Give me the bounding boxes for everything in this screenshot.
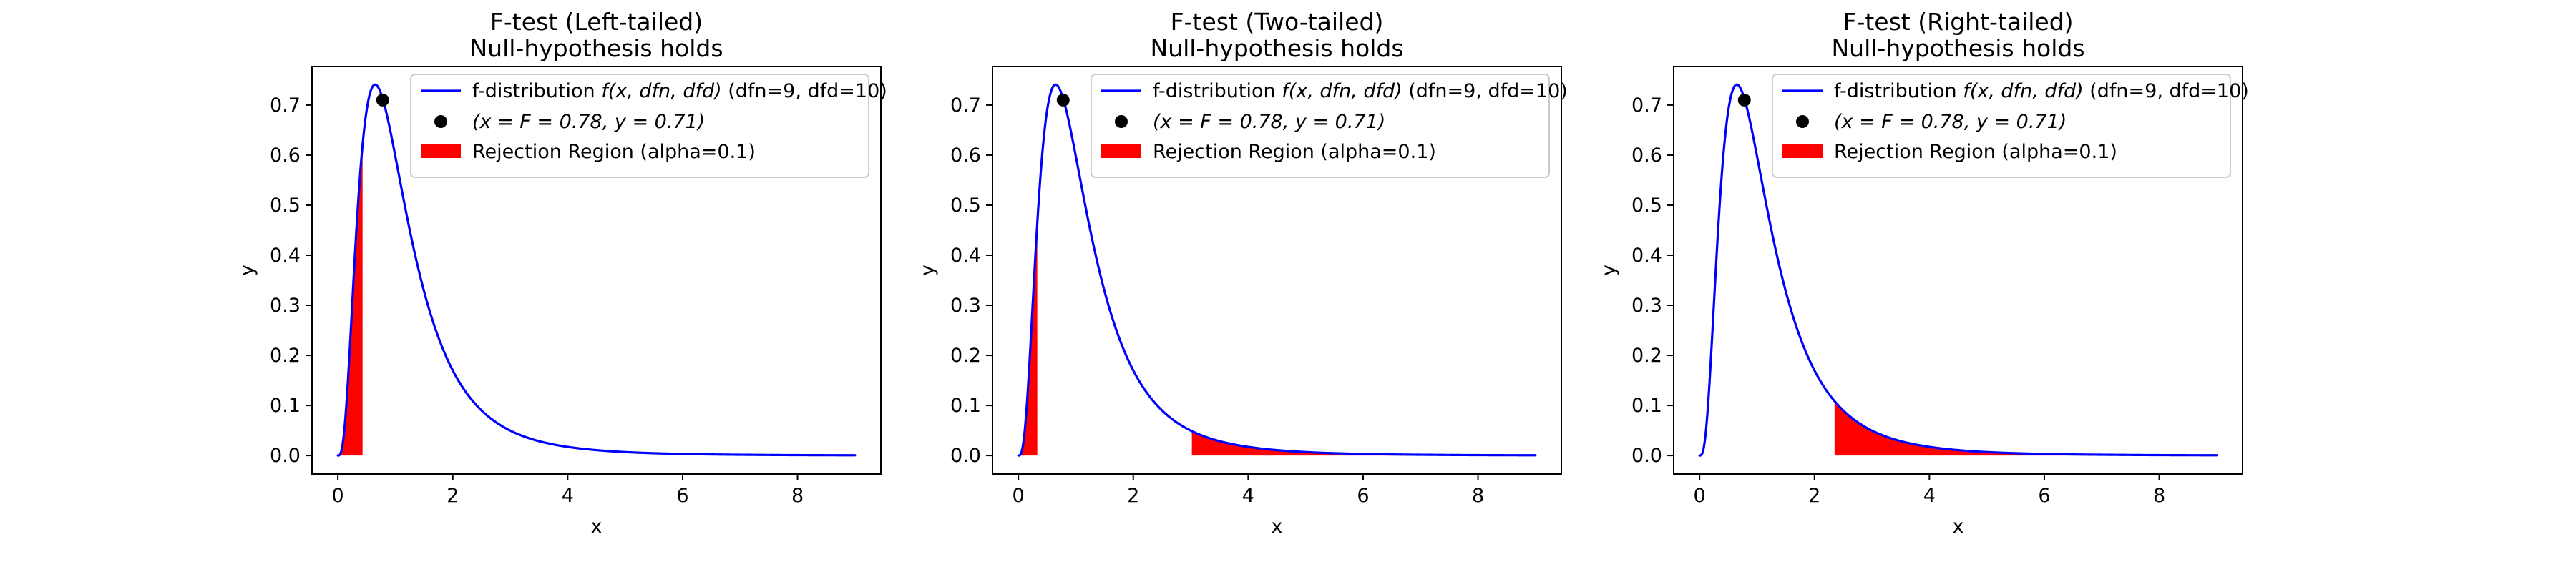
chart-panel-3: 0 2 4 6 8 0.0 0.1 0.2 0.3 0.4 0.5 0.6 0.7 x y F-test (R… — [1598, 8, 2249, 538]
axes-frame — [311, 66, 882, 475]
x-axis-label: x — [1272, 516, 1283, 538]
axes-frame — [1673, 66, 2243, 475]
legend-region-label: Rejection Region (alpha=0.1) — [1834, 141, 2117, 163]
chart-title: F-test (Left-tailed) — [490, 8, 703, 36]
y-tick-label: 0.2 — [270, 345, 301, 367]
legend: f-distribution f(x, dfn, dfd) (dfn=9, df… — [1091, 74, 1568, 178]
rejection-region-1 — [1018, 223, 1038, 456]
y-tick-label: 0.4 — [270, 245, 301, 267]
observed-f-point — [1737, 93, 1751, 107]
y-tick-label: 0.1 — [270, 395, 301, 417]
y-tick-label: 0.3 — [1631, 295, 1662, 317]
rejection-region-1 — [1834, 401, 2217, 456]
observed-f-point — [376, 93, 389, 107]
y-tick-label: 0.6 — [1631, 144, 1662, 167]
x-tick-label: 6 — [1357, 485, 1369, 507]
chart-subtitle: Null-hypothesis holds — [469, 34, 723, 62]
plot-area — [336, 83, 857, 457]
x-tick-label: 4 — [1923, 485, 1936, 507]
x-tick-label: 8 — [1472, 485, 1484, 507]
legend-region-swatch — [1101, 144, 1141, 158]
chart-panel-2: 0 2 4 6 8 0.0 0.1 0.2 0.3 0.4 0.5 0.6 0.7 x y F-test (T… — [917, 8, 1568, 538]
x-axis-label: x — [591, 516, 602, 538]
y-axis-label: y — [236, 265, 258, 276]
y-tick-label: 0.4 — [950, 245, 981, 267]
y-tick-label: 0.6 — [950, 144, 981, 167]
y-tick-label: 0.6 — [270, 144, 301, 167]
x-tick-label: 0 — [1694, 485, 1706, 507]
y-tick-label: 0.5 — [1631, 194, 1662, 217]
legend-curve-label: f-distribution f(x, dfn, dfd) (dfn=9, df… — [1153, 80, 1568, 102]
legend: f-distribution f(x, dfn, dfd) (dfn=9, df… — [1772, 74, 2249, 178]
legend-curve-label: f-distribution f(x, dfn, dfd) (dfn=9, df… — [1834, 80, 2249, 102]
y-tick-label: 0.0 — [270, 445, 301, 467]
y-tick-label: 0.0 — [1631, 445, 1662, 467]
x-tick-label: 6 — [2038, 485, 2050, 507]
y-tick-label: 0.3 — [950, 295, 981, 317]
observed-f-point — [1056, 93, 1070, 107]
legend-point-label: (x = F = 0.78, y = 0.71) — [1834, 111, 2067, 133]
y-tick-label: 0.1 — [1631, 395, 1662, 417]
legend-region-swatch — [1782, 144, 1823, 158]
legend-region-swatch — [421, 144, 461, 158]
legend-curve-label: f-distribution f(x, dfn, dfd) (dfn=9, df… — [472, 80, 887, 102]
axes-frame — [992, 66, 1562, 475]
legend-point-label: (x = F = 0.78, y = 0.71) — [1153, 111, 1385, 133]
plot-area — [1698, 83, 2218, 457]
x-tick-label: 8 — [2153, 485, 2165, 507]
f-distribution-curve — [1698, 83, 2218, 457]
chart-title: F-test (Two-tailed) — [1171, 8, 1384, 36]
x-tick-label: 4 — [562, 485, 574, 507]
x-tick-label: 6 — [676, 485, 688, 507]
y-tick-label: 0.5 — [270, 194, 301, 217]
y-tick-label: 0.3 — [270, 295, 301, 317]
f-distribution-curve — [336, 83, 857, 457]
x-tick-label: 2 — [1127, 485, 1139, 507]
x-tick-label: 4 — [1242, 485, 1254, 507]
y-tick-label: 0.5 — [950, 194, 981, 217]
rejection-region-2 — [1191, 431, 1536, 456]
y-tick-label: 0.1 — [950, 395, 981, 417]
legend-region-label: Rejection Region (alpha=0.1) — [472, 141, 756, 163]
plot-area — [1017, 83, 1537, 457]
x-tick-label: 8 — [791, 485, 804, 507]
f-distribution-curve — [1017, 83, 1537, 457]
legend-point-swatch — [1115, 115, 1128, 128]
y-tick-label: 0.7 — [1631, 94, 1662, 117]
x-tick-label: 2 — [447, 485, 459, 507]
y-axis-label: y — [1598, 265, 1620, 276]
legend-box — [1772, 74, 2231, 178]
x-tick-label: 0 — [332, 485, 344, 507]
y-tick-label: 0.4 — [1631, 245, 1662, 267]
y-tick-label: 0.0 — [950, 445, 981, 467]
legend-point-swatch — [434, 115, 447, 128]
legend-point-label: (x = F = 0.78, y = 0.71) — [472, 111, 705, 133]
y-tick-label: 0.7 — [270, 94, 301, 117]
legend-box — [410, 74, 869, 178]
chart-title: F-test (Right-tailed) — [1843, 8, 2073, 36]
y-axis-label: y — [917, 265, 939, 276]
legend-box — [1091, 74, 1550, 178]
rejection-region-1 — [338, 145, 363, 456]
chart-panel-1: 0 2 4 6 8 0.0 0.1 0.2 0.3 0.4 0.5 0.6 0.7 x y F-test (L… — [236, 8, 887, 538]
x-axis-label: x — [1953, 516, 1964, 538]
legend-region-label: Rejection Region (alpha=0.1) — [1153, 141, 1436, 163]
x-tick-label: 2 — [1808, 485, 1820, 507]
y-tick-label: 0.2 — [950, 345, 981, 367]
x-tick-label: 0 — [1013, 485, 1025, 507]
y-tick-label: 0.7 — [950, 94, 981, 117]
chart-subtitle: Null-hypothesis holds — [1831, 34, 2084, 62]
legend-point-swatch — [1796, 115, 1809, 128]
legend: f-distribution f(x, dfn, dfd) (dfn=9, df… — [410, 74, 887, 178]
y-tick-label: 0.2 — [1631, 345, 1662, 367]
chart-subtitle: Null-hypothesis holds — [1150, 34, 1403, 62]
